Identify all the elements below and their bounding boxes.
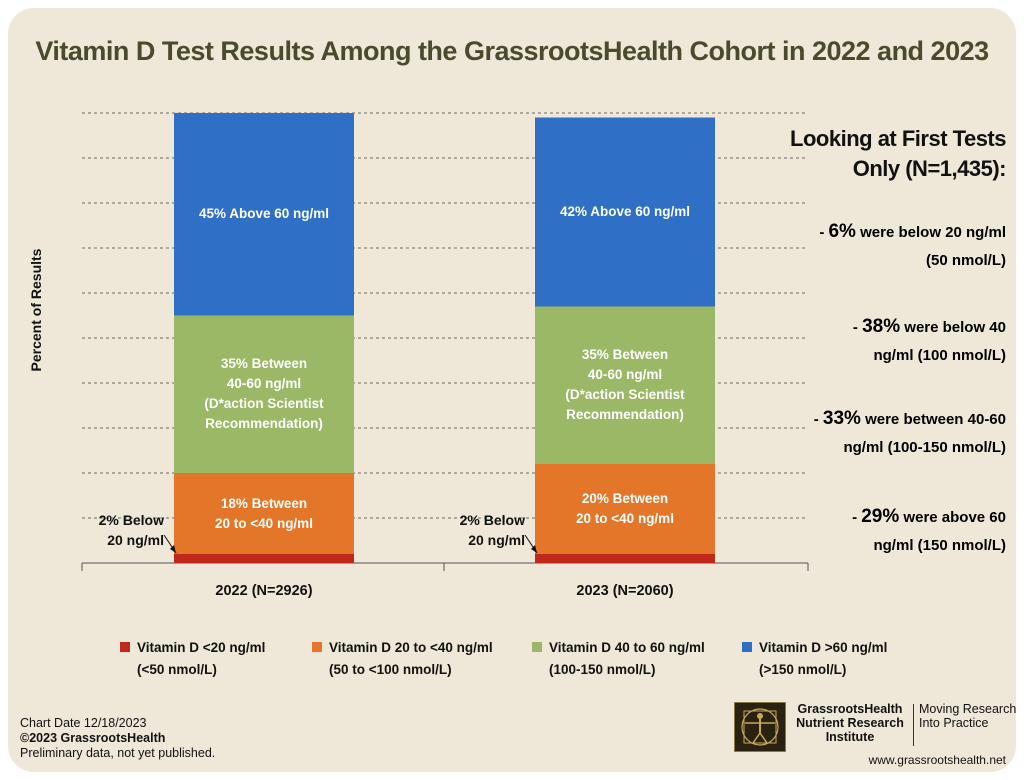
- org-tagline: Moving Research Into Practice: [919, 702, 1017, 730]
- annotation-arrowhead: [170, 545, 176, 553]
- first-tests-item: - 38% were below 40 ng/ml (100 nmol/L): [776, 313, 1006, 370]
- legend-label: Vitamin D 20 to <40 ng/ml: [329, 640, 493, 655]
- first-tests-text: were below 40 ng/ml (100 nmol/L): [873, 319, 1006, 364]
- footer-info: Chart Date 12/18/2023 ©2023 GrassrootsHe…: [20, 716, 215, 761]
- legend-label: Vitamin D >60 ng/ml: [759, 640, 888, 655]
- legend-label: Vitamin D <20 ng/ml: [137, 640, 266, 655]
- footer-divider: [913, 704, 914, 746]
- first-tests-item: - 33% were between 40-60 ng/ml (100-150 …: [776, 405, 1006, 462]
- first-tests-item-line1: - 6% were below 20 ng/ml (50 nmol/L): [819, 221, 1006, 269]
- bar-segment-b40_60: [535, 306, 715, 464]
- bar-segment-b40_60: [174, 315, 354, 473]
- first-tests-text: were below 20 ng/ml (50 nmol/L): [860, 224, 1006, 269]
- legend-item: Vitamin D 20 to <40 ng/ml (50 to <100 nmo…: [312, 637, 493, 681]
- bar-segment-above60: [535, 117, 715, 307]
- legend-swatch: [742, 642, 752, 652]
- bar-label-b20_40: 20% Between 20 to <40 ng/ml: [576, 491, 674, 526]
- first-tests-heading: Looking at First Tests Only (N=1,435):: [790, 126, 1006, 181]
- annotation-arrowhead: [531, 545, 537, 553]
- bar-label-above60: 45% Above 60 ng/ml: [198, 206, 330, 222]
- legend-sublabel: (>150 nmol/L): [759, 662, 847, 677]
- org-name: GrassrootsHealth Nutrient Research Insti…: [796, 702, 904, 744]
- legend-item: Vitamin D >60 ng/ml (>150 nmol/L): [742, 637, 887, 681]
- bar-label-above60: 42% Above 60 ng/ml: [559, 204, 691, 219]
- first-tests-item: - 6% were below 20 ng/ml (50 nmol/L): [776, 218, 1006, 275]
- first-tests-panel: Looking at First Tests Only (N=1,435):: [780, 124, 1006, 184]
- bar-label-b40_60: 35% Between 40-60 ng/ml (D*action Scient…: [204, 356, 324, 432]
- bar-segment-b20_40: [535, 464, 715, 554]
- legend-swatch: [312, 642, 322, 652]
- legend-swatch: [532, 642, 542, 652]
- legend-label: Vitamin D 40 to 60 ng/ml: [549, 640, 705, 655]
- legend-sublabel: (50 to <100 nmol/L): [329, 662, 452, 677]
- legend-sublabel: (100-150 nmol/L): [549, 662, 656, 677]
- preliminary-note: Preliminary data, not yet published.: [20, 746, 216, 760]
- first-tests-pct: 33%: [822, 408, 861, 429]
- first-tests-text: were between 40-60 ng/ml (100-150 nmol/L…: [843, 411, 1006, 456]
- first-tests-pct: 6%: [828, 221, 856, 242]
- first-tests-item-line1: - 29% were above 60 ng/ml (150 nmol/L): [852, 506, 1006, 554]
- legend-sublabel: (<50 nmol/L): [137, 662, 217, 677]
- x-tick-label: 2023 (N=2060): [576, 583, 674, 599]
- chart-date: Chart Date 12/18/2023: [20, 716, 147, 730]
- legend-swatch: [120, 642, 130, 652]
- bar-segment-below20: [174, 554, 354, 563]
- legend-item: Vitamin D 40 to 60 ng/ml (100-150 nmol/L): [532, 637, 705, 681]
- x-tick-label: 2022 (N=2926): [215, 583, 313, 599]
- bar-segment-below20: [535, 554, 715, 563]
- first-tests-text: were above 60 ng/ml (150 nmol/L): [873, 509, 1006, 554]
- bar-label-below20: 2% Below 20 ng/ml: [98, 512, 164, 548]
- first-tests-item: - 29% were above 60 ng/ml (150 nmol/L): [776, 503, 1006, 560]
- first-tests-item-line1: - 33% were between 40-60 ng/ml (100-150 …: [813, 408, 1006, 456]
- first-tests-pct: 29%: [861, 506, 900, 527]
- first-tests-pct: 38%: [862, 316, 901, 337]
- copyright: ©2023 GrassrootsHealth: [20, 731, 166, 745]
- bar-segment-b20_40: [174, 473, 354, 554]
- chart-title: Vitamin D Test Results Among the Grassro…: [35, 36, 989, 66]
- bar-segment-above60: [174, 113, 354, 316]
- website-link[interactable]: www.grassrootshealth.net: [868, 753, 1006, 767]
- vitruvian-logo-icon: [734, 702, 786, 752]
- bar-label-b20_40: 18% Between 20 to <40 ng/ml: [215, 495, 313, 531]
- legend-item: Vitamin D <20 ng/ml (<50 nmol/L): [120, 637, 265, 681]
- first-tests-item-line1: - 38% were below 40 ng/ml (100 nmol/L): [852, 316, 1006, 364]
- bar-label-b40_60: 35% Between 40-60 ng/ml (D*action Scient…: [565, 347, 685, 423]
- bar-label-below20: 2% Below 20 ng/ml: [459, 512, 525, 548]
